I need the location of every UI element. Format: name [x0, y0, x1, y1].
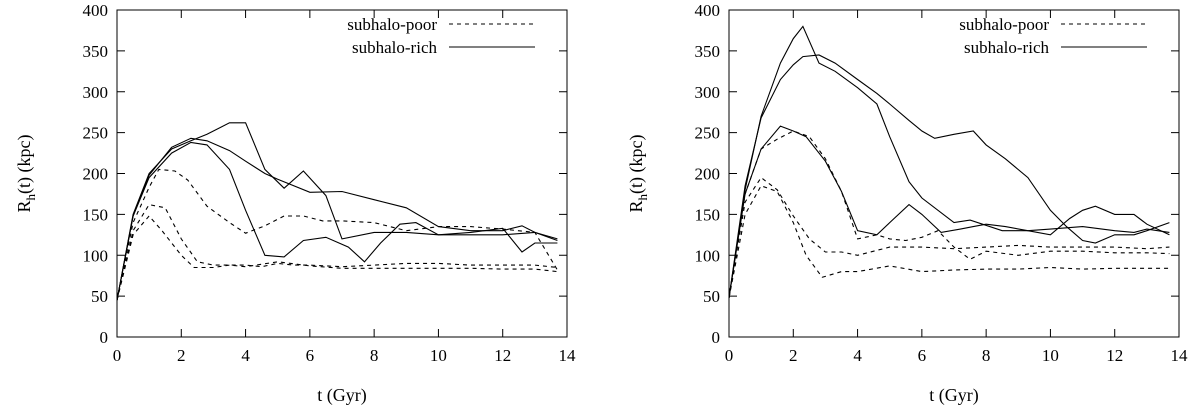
y-axis-title-sub: h [23, 193, 38, 200]
legend-label-solid: subhalo-rich [964, 38, 1049, 57]
series-line-dashed-1 [728, 176, 1170, 298]
y-tick-label: 150 [695, 205, 721, 224]
y-axis-title-sub: h [635, 193, 650, 200]
y-axis-title-main: R [14, 200, 34, 212]
series-line-solid-4 [116, 137, 558, 301]
y-axis-title: Rh(t) (kpc) [14, 135, 38, 213]
x-tick-label: 10 [1042, 346, 1059, 365]
y-tick-label: 300 [83, 83, 109, 102]
x-tick-label: 8 [982, 346, 991, 365]
x-tick-label: 12 [494, 346, 511, 365]
x-axis-title: t (Gyr) [317, 385, 366, 406]
x-tick-label: 14 [1171, 346, 1189, 365]
y-tick-label: 200 [695, 165, 721, 184]
series-line-solid-3 [728, 25, 1170, 298]
x-tick-label: 4 [241, 346, 250, 365]
series-line-dashed-0 [728, 130, 1170, 298]
y-tick-label: 150 [83, 205, 109, 224]
legend-label-solid: subhalo-rich [352, 38, 437, 57]
y-axis-title-main: R [626, 200, 646, 212]
y-tick-label: 350 [83, 42, 109, 61]
y-axis-title: Rh(t) (kpc) [626, 135, 650, 213]
x-tick-label: 0 [725, 346, 734, 365]
y-tick-label: 400 [83, 1, 109, 20]
series-line-solid-5 [728, 125, 1170, 298]
y-tick-label: 250 [695, 124, 721, 143]
y-tick-label: 50 [703, 287, 720, 306]
x-tick-label: 6 [918, 346, 927, 365]
x-tick-label: 2 [789, 346, 798, 365]
series-line-dashed-1 [116, 203, 558, 301]
x-axis-title: t (Gyr) [929, 385, 978, 406]
series-line-solid-4 [728, 54, 1170, 298]
x-tick-label: 12 [1106, 346, 1123, 365]
y-tick-label: 400 [695, 1, 721, 20]
x-tick-label: 8 [370, 346, 379, 365]
x-tick-label: 4 [853, 346, 862, 365]
y-tick-label: 300 [695, 83, 721, 102]
x-tick-label: 10 [430, 346, 447, 365]
x-tick-label: 0 [113, 346, 122, 365]
plot-frame [116, 9, 568, 338]
chart-left: 0 50 100 150 200 250 300 350 400 0 2 4 6 8 10 12 14 t (Gy… [14, 1, 577, 406]
y-tick-label: 100 [83, 246, 109, 265]
y-tick-label: 200 [83, 165, 109, 184]
y-tick-label: 0 [100, 328, 109, 347]
y-axis-title-rest: (t) (kpc) [14, 135, 35, 194]
y-tick-label: 100 [695, 246, 721, 265]
y-axis-title-rest: (t) (kpc) [626, 135, 647, 194]
x-tick-label: 2 [177, 346, 186, 365]
chart-right: 0 50 100 150 200 250 300 350 400 0 2 4 6 8 10 12 14 t (Gy… [626, 1, 1189, 406]
y-tick-label: 0 [712, 328, 721, 347]
legend-label-dashed: subhalo-poor [959, 15, 1049, 34]
y-tick-label: 250 [83, 124, 109, 143]
x-tick-label: 6 [306, 346, 315, 365]
legend-label-dashed: subhalo-poor [347, 15, 437, 34]
series-line-solid-3 [116, 122, 558, 301]
y-tick-label: 350 [695, 42, 721, 61]
y-tick-label: 50 [91, 287, 108, 306]
series-line-solid-5 [116, 141, 558, 301]
series-line-dashed-2 [116, 215, 558, 301]
x-tick-label: 14 [559, 346, 577, 365]
plot-frame [728, 9, 1180, 338]
